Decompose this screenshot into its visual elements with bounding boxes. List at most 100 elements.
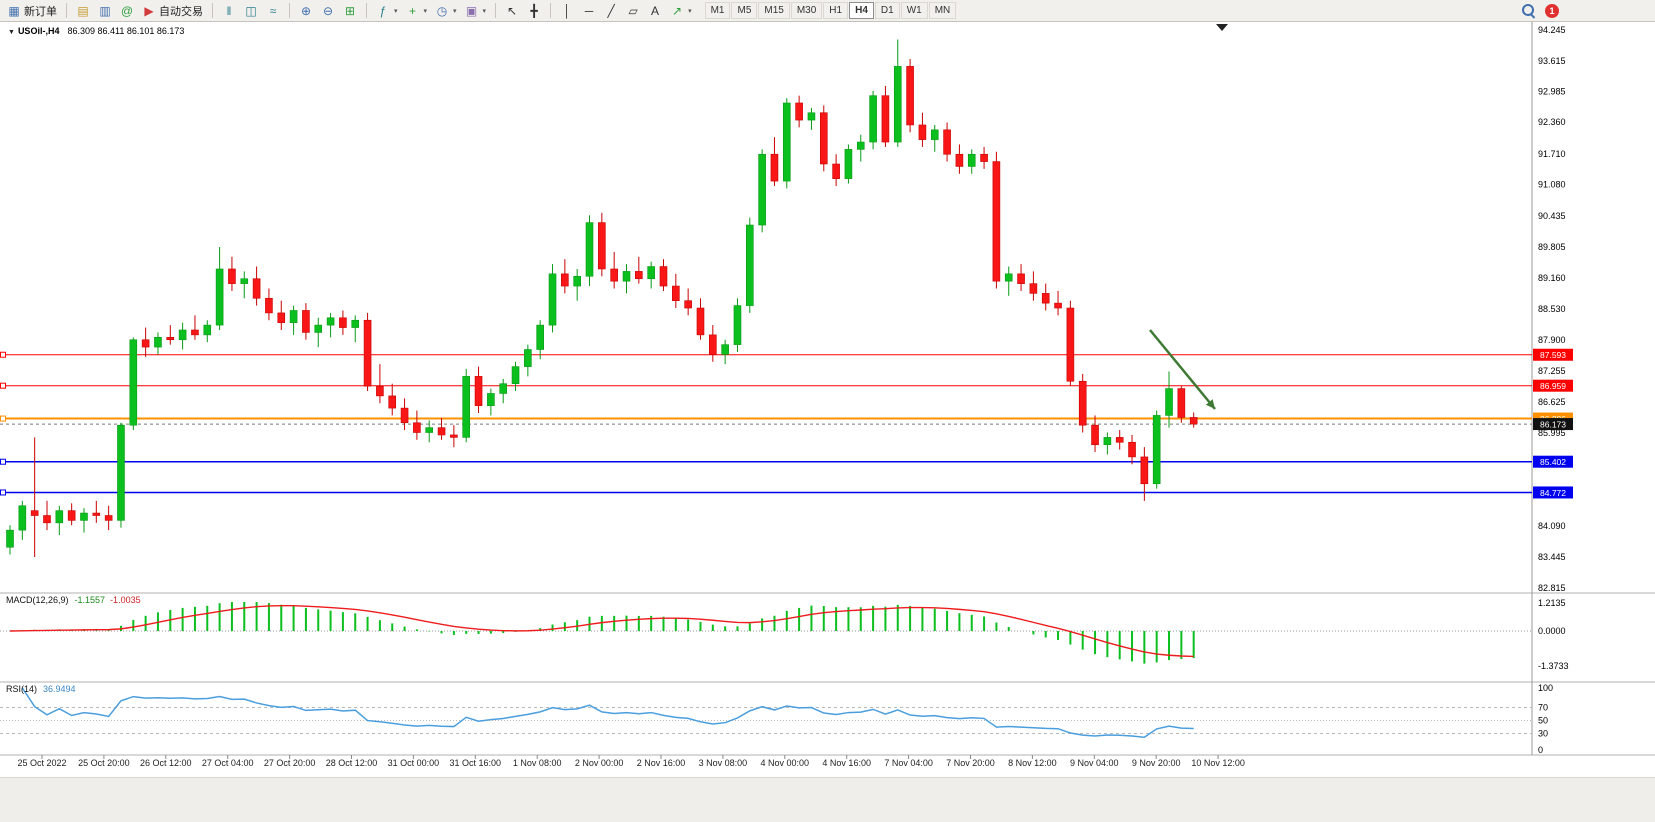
cursor-icon[interactable]: ↖ xyxy=(502,2,522,20)
svg-text:82.815: 82.815 xyxy=(1538,583,1566,593)
macd-value: -1.1557 xyxy=(74,595,106,605)
trendline-icon[interactable]: ╱ xyxy=(601,2,621,20)
timeframe-m30[interactable]: M30 xyxy=(790,2,823,19)
bottom-strip xyxy=(0,777,1655,822)
svg-text:100: 100 xyxy=(1538,683,1553,693)
timeframe-h4[interactable]: H4 xyxy=(849,2,874,19)
svg-text:84.772: 84.772 xyxy=(1540,488,1566,498)
svg-text:91.710: 91.710 xyxy=(1538,149,1566,159)
timeframe-m1[interactable]: M1 xyxy=(704,2,731,19)
autotrading-button[interactable]: ▶ 自动交易 xyxy=(139,2,206,20)
svg-text:84.090: 84.090 xyxy=(1538,521,1566,531)
search-icon[interactable] xyxy=(1521,3,1536,18)
svg-text:2 Nov 00:00: 2 Nov 00:00 xyxy=(575,758,624,768)
vertical-line-icon: │ xyxy=(563,3,571,18)
toolbar-buttons: ▦ 新订单 ▤ ▥ @ ▶ 自动交易 ‖ ◫ ≈ ⊕ ⊖ ⊞ ƒ ▾ + ▾ ◷ ▾ ▣ ▾ ↖ ╋ │ ─ ╱ ▱ A ↗ ▾ xyxy=(4,2,695,20)
rsi-value: 36.9494 xyxy=(43,684,76,694)
horizontal-line-icon[interactable]: ─ xyxy=(579,2,599,20)
svg-text:94.245: 94.245 xyxy=(1538,25,1566,35)
svg-text:85.402: 85.402 xyxy=(1540,457,1566,467)
new-order-button[interactable]: ▦ 新订单 xyxy=(4,2,60,20)
svg-text:4 Nov 16:00: 4 Nov 16:00 xyxy=(822,758,871,768)
svg-text:83.445: 83.445 xyxy=(1538,552,1566,562)
dropdown-caret-icon[interactable]: ▾ xyxy=(423,7,428,15)
timeframe-h1[interactable]: H1 xyxy=(823,2,849,19)
timeframe-w1[interactable]: W1 xyxy=(900,2,928,19)
add-indicator-icon[interactable]: + ▾ xyxy=(403,2,431,20)
bar-chart-icon: ‖ xyxy=(226,3,232,18)
timeframe-m5[interactable]: M5 xyxy=(731,2,758,19)
svg-text:31 Oct 16:00: 31 Oct 16:00 xyxy=(450,758,502,768)
tile-windows-icon[interactable]: ⊞ xyxy=(340,2,360,20)
channel-icon: ▱ xyxy=(628,3,638,18)
crosshair-icon[interactable]: ╋ xyxy=(524,2,544,20)
line-chart-icon: ≈ xyxy=(269,3,277,18)
rsi-indicator-label: RSI(14) 36.9494 xyxy=(6,684,76,694)
periods-icon: ◷ xyxy=(436,3,448,18)
candlestick-chart-icon[interactable]: ◫ xyxy=(241,2,261,20)
svg-text:9 Nov 04:00: 9 Nov 04:00 xyxy=(1070,758,1119,768)
text-tool-icon[interactable]: A xyxy=(645,2,665,20)
toolbar-separator xyxy=(550,3,552,18)
svg-text:88.530: 88.530 xyxy=(1538,304,1566,314)
arrows-tool-icon[interactable]: ↗ ▾ xyxy=(667,2,695,20)
svg-text:4 Nov 00:00: 4 Nov 00:00 xyxy=(761,758,810,768)
svg-text:1 Nov 08:00: 1 Nov 08:00 xyxy=(513,758,562,768)
community-icon[interactable]: @ xyxy=(117,2,137,20)
new-order-icon: ▦ xyxy=(8,3,20,18)
autotrading-icon: ▶ xyxy=(144,3,154,18)
zoom-out-icon[interactable]: ⊖ xyxy=(318,2,338,20)
timeframe-m15[interactable]: M15 xyxy=(758,2,790,19)
svg-text:25 Oct 2022: 25 Oct 2022 xyxy=(17,758,66,768)
toolbar-right: 1 xyxy=(1521,3,1559,18)
macd-indicator-label: MACD(12,26,9) -1.1557 -1.0035 xyxy=(6,595,141,605)
dropdown-caret-icon[interactable]: ▾ xyxy=(482,7,487,15)
templates-icon: ▣ xyxy=(465,3,478,18)
svg-text:70: 70 xyxy=(1538,703,1548,713)
indicators-icon[interactable]: ƒ ▾ xyxy=(373,2,401,20)
rsi-name: RSI(14) xyxy=(6,684,38,694)
svg-text:85.995: 85.995 xyxy=(1538,428,1566,438)
line-chart-icon[interactable]: ≈ xyxy=(263,2,283,20)
data-window-icon[interactable]: ▥ xyxy=(95,2,115,20)
vertical-line-icon[interactable]: │ xyxy=(557,2,577,20)
arrows-tool-icon: ↗ xyxy=(672,3,683,18)
timeframe-d1[interactable]: D1 xyxy=(874,2,900,19)
svg-text:8 Nov 12:00: 8 Nov 12:00 xyxy=(1008,758,1057,768)
dropdown-caret-icon[interactable]: ▾ xyxy=(688,7,692,15)
notification-badge[interactable]: 1 xyxy=(1545,3,1559,18)
main-toolbar: ▦ 新订单 ▤ ▥ @ ▶ 自动交易 ‖ ◫ ≈ ⊕ ⊖ ⊞ ƒ ▾ + ▾ ◷ ▾ ▣ ▾ ↖ ╋ │ ─ ╱ ▱ A ↗ ▾ M1 M5… xyxy=(0,0,1655,22)
svg-text:91.080: 91.080 xyxy=(1538,180,1566,190)
candlestick-chart-icon: ◫ xyxy=(245,3,257,18)
dropdown-caret-icon[interactable]: ▾ xyxy=(394,7,398,15)
svg-text:9 Nov 20:00: 9 Nov 20:00 xyxy=(1132,758,1181,768)
svg-text:10 Nov 12:00: 10 Nov 12:00 xyxy=(1191,758,1245,768)
autotrading-button-label: 自动交易 xyxy=(159,5,203,18)
svg-text:92.985: 92.985 xyxy=(1538,87,1566,97)
cursor-icon: ↖ xyxy=(507,3,518,18)
toolbar-separator xyxy=(212,3,213,18)
toolbar-separator xyxy=(66,3,67,18)
community-icon: @ xyxy=(120,3,134,18)
bar-chart-icon[interactable]: ‖ xyxy=(219,2,239,20)
svg-text:30: 30 xyxy=(1538,729,1548,739)
svg-text:28 Oct 12:00: 28 Oct 12:00 xyxy=(326,758,378,768)
svg-text:3 Nov 08:00: 3 Nov 08:00 xyxy=(699,758,748,768)
periods-icon[interactable]: ◷ ▾ xyxy=(432,2,460,20)
svg-text:89.805: 89.805 xyxy=(1538,242,1566,252)
svg-text:27 Oct 04:00: 27 Oct 04:00 xyxy=(202,758,254,768)
svg-text:50: 50 xyxy=(1538,716,1548,726)
symbol-dropdown-icon[interactable]: ▼ xyxy=(8,29,15,36)
toolbar-separator xyxy=(366,3,367,18)
add-indicator-icon: + xyxy=(409,3,417,18)
metaeditor-icon[interactable]: ▤ xyxy=(73,2,93,20)
svg-text:27 Oct 20:00: 27 Oct 20:00 xyxy=(264,758,316,768)
channel-icon[interactable]: ▱ xyxy=(623,2,643,20)
zoom-in-icon: ⊕ xyxy=(300,3,312,18)
dropdown-caret-icon[interactable]: ▾ xyxy=(453,7,457,15)
timeframe-mn[interactable]: MN xyxy=(928,2,957,19)
svg-text:2 Nov 16:00: 2 Nov 16:00 xyxy=(637,758,686,768)
zoom-in-icon[interactable]: ⊕ xyxy=(296,2,316,20)
templates-icon[interactable]: ▣ ▾ xyxy=(462,2,490,20)
